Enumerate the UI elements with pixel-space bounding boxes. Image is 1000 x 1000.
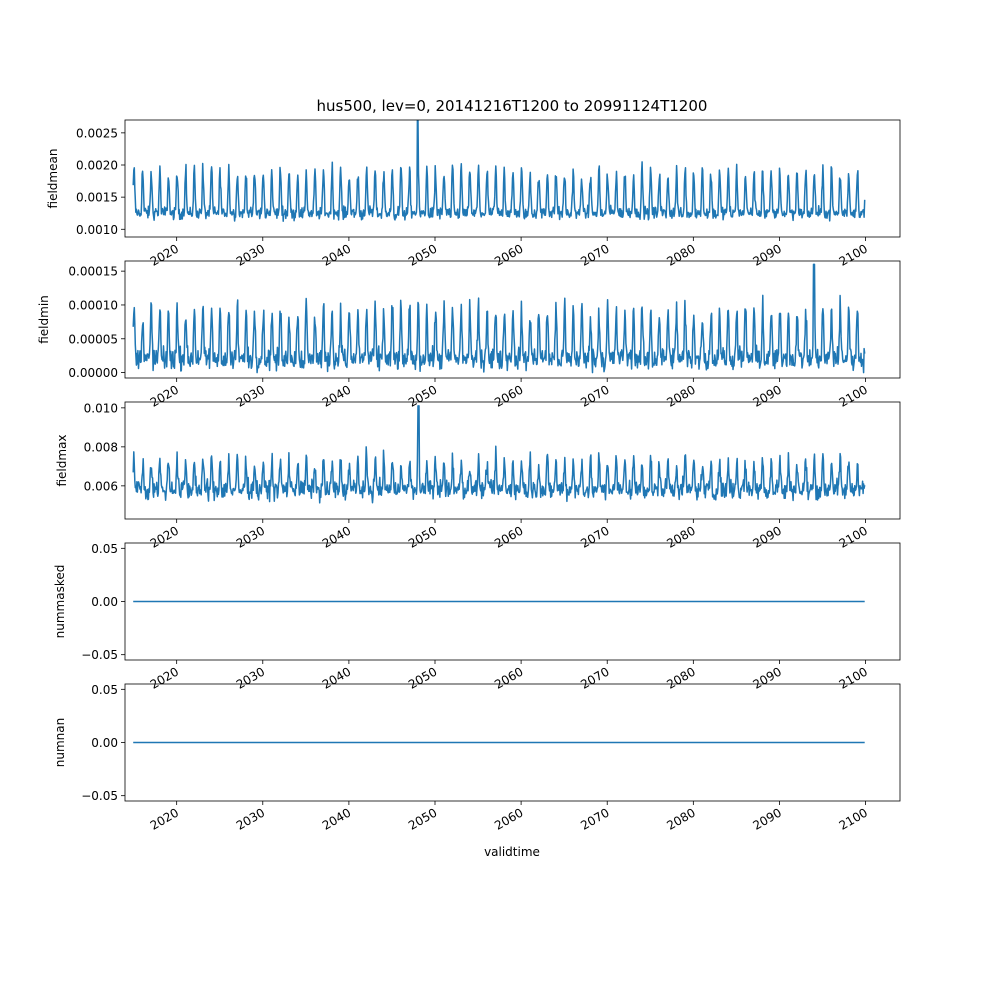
y-tick-label: 0.05	[91, 683, 118, 697]
y-axis-label: fieldmax	[55, 434, 69, 486]
y-axis-label: nummasked	[53, 565, 67, 639]
y-tick-label: 0.00000	[68, 366, 118, 380]
axes-frame-fieldmin	[124, 260, 901, 379]
series-line-fieldmean	[132, 120, 866, 222]
y-tick-label: 0.010	[84, 401, 118, 415]
axes-frame-fieldmax	[124, 401, 901, 520]
y-tick-label: 0.00	[91, 595, 118, 609]
chart-title: hus500, lev=0, 20141216T1200 to 20991124…	[317, 97, 708, 115]
axes-frame-fieldmean	[124, 119, 901, 238]
y-tick-label: 0.0025	[76, 126, 118, 140]
y-tick-label: 0.0020	[76, 159, 118, 173]
y-axis-label: fieldmean	[46, 149, 60, 209]
y-tick-label: 0.00005	[68, 332, 118, 346]
series-line-fieldmax	[132, 405, 866, 504]
y-tick-label: 0.0010	[76, 223, 118, 237]
y-axis-label: fieldmin	[37, 295, 51, 344]
y-tick-label: 0.0015	[76, 191, 118, 205]
x-axis-label: validtime	[484, 845, 540, 859]
y-tick-label: 0.00010	[68, 298, 118, 312]
y-tick-label: 0.00015	[68, 265, 118, 279]
y-axis-label: numnan	[53, 718, 67, 767]
y-tick-label: 0.008	[84, 440, 118, 454]
y-tick-label: 0.05	[91, 542, 118, 556]
y-tick-label: −0.05	[81, 648, 118, 662]
y-tick-label: −0.05	[81, 789, 118, 803]
y-tick-label: 0.006	[84, 479, 118, 493]
series-line-fieldmin	[132, 263, 866, 374]
y-tick-label: 0.00	[91, 736, 118, 750]
